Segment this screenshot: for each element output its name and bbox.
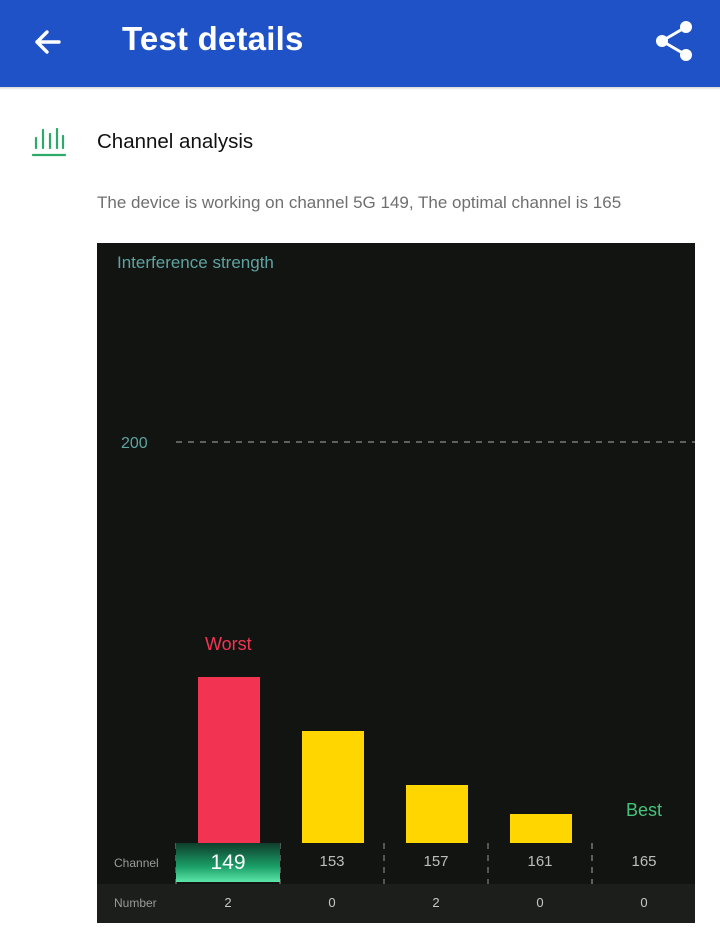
number-row-label: Number — [114, 896, 157, 910]
channel-row-label: Channel — [114, 856, 159, 870]
share-icon — [656, 21, 692, 61]
best-label: Best — [626, 800, 663, 820]
channel-label-161: 161 — [527, 853, 553, 870]
bar-channel-149 — [198, 677, 260, 843]
number-value-153: 0 — [328, 895, 336, 910]
section-title: Channel analysis — [97, 130, 254, 153]
y-tick-label: 200 — [121, 435, 148, 452]
channel-interference-chart: Interference strength 200 Worst Best Cha… — [97, 243, 695, 923]
channel-label-165: 165 — [631, 853, 657, 870]
channel-label-149: 149 — [176, 843, 280, 882]
app-bar: Test details — [0, 0, 720, 87]
number-value-149: 2 — [224, 895, 232, 910]
back-button[interactable] — [28, 22, 68, 62]
chart-canvas — [175, 441, 695, 923]
worst-label: Worst — [205, 634, 252, 654]
bar-chart-icon — [31, 126, 67, 158]
bar-channel-153 — [302, 731, 364, 843]
arrow-left-icon — [35, 30, 61, 54]
number-value-161: 0 — [536, 895, 544, 910]
number-row — [97, 884, 695, 923]
channel-label-153: 153 — [319, 853, 345, 870]
channel-description: The device is working on channel 5G 149,… — [97, 193, 622, 212]
channel-label-157: 157 — [423, 853, 449, 870]
number-value-157: 2 — [432, 895, 440, 910]
number-value-165: 0 — [640, 895, 648, 910]
page-title: Test details — [122, 20, 304, 57]
y-axis-label: Interference strength — [117, 253, 274, 272]
bar-channel-157 — [406, 785, 468, 843]
bar-channel-161 — [510, 814, 572, 843]
app-bar-shadow — [0, 87, 720, 90]
share-button[interactable] — [650, 18, 696, 64]
